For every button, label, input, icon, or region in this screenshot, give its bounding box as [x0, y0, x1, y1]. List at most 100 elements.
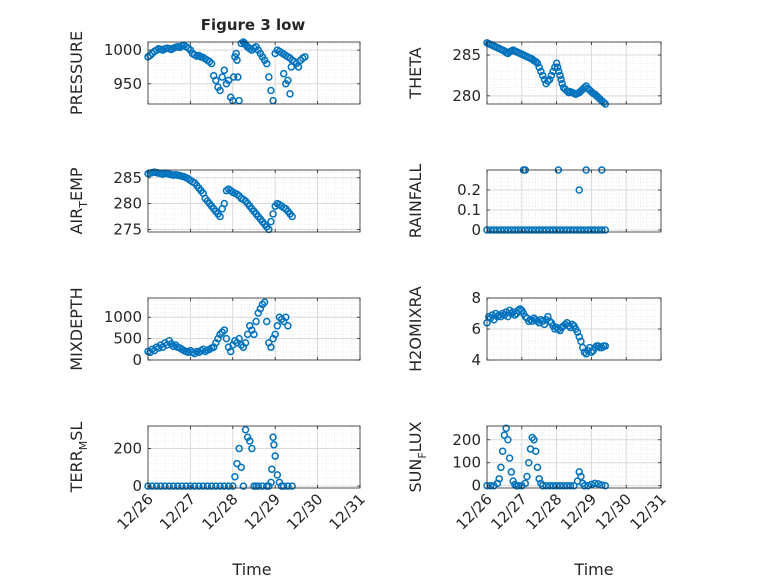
data-point	[591, 479, 599, 488]
data-point	[584, 226, 592, 234]
data-point	[241, 426, 250, 434]
x-tick-label: 12/26	[453, 490, 496, 533]
x-tick-label: 12/28	[198, 490, 241, 533]
data-point	[216, 482, 224, 490]
data-point	[156, 482, 165, 490]
data-point	[554, 325, 563, 333]
data-point	[239, 482, 248, 490]
data-point	[500, 431, 509, 439]
data-point	[178, 482, 186, 490]
data-point	[531, 226, 540, 234]
data-point	[495, 311, 503, 319]
data-point	[514, 481, 523, 490]
data-point	[267, 86, 275, 95]
data-point	[594, 480, 603, 488]
data-point	[545, 75, 554, 84]
data-point	[568, 320, 577, 329]
data-point	[580, 226, 589, 234]
data-point	[267, 478, 275, 487]
data-point	[545, 481, 554, 490]
data-point	[531, 447, 540, 456]
data-point	[233, 459, 241, 468]
data-point	[493, 226, 502, 234]
data-point	[557, 75, 565, 84]
data-point	[556, 481, 564, 490]
data-point	[265, 73, 273, 81]
data-point	[216, 86, 224, 95]
data-point	[260, 298, 269, 307]
data-point	[535, 226, 543, 234]
data-point	[587, 226, 596, 234]
y-tick-label: 285	[452, 46, 481, 64]
data-point	[545, 226, 554, 234]
data-point	[552, 226, 561, 234]
subplot-pressure: 950 1000 PRESSURE	[67, 31, 361, 115]
data-point	[224, 76, 233, 85]
plot-area	[487, 170, 661, 232]
data-point	[250, 330, 258, 339]
subplot-rainfall: 0 0.1 0.2 RAINFALL	[406, 164, 662, 239]
data-point	[575, 186, 583, 194]
data-point	[538, 71, 547, 80]
y-axis-label: PRESSURE	[67, 31, 86, 115]
data-point	[507, 226, 516, 234]
data-point	[577, 472, 585, 481]
data-point	[271, 330, 279, 339]
data-point	[533, 59, 542, 67]
data-point	[173, 482, 182, 490]
data-point	[556, 71, 564, 80]
data-point	[580, 348, 589, 356]
data-point	[246, 437, 254, 445]
data-point	[533, 317, 542, 325]
data-point	[542, 226, 550, 234]
data-point	[601, 226, 610, 234]
data-point	[538, 481, 547, 490]
data-point	[511, 226, 519, 234]
data-point	[493, 479, 502, 488]
data-point	[547, 71, 556, 80]
data-point	[248, 444, 256, 453]
data-point	[549, 226, 557, 234]
data-point	[505, 454, 514, 462]
data-point	[507, 468, 516, 476]
data-point	[288, 482, 296, 490]
data-point	[507, 309, 516, 318]
data-point	[563, 226, 571, 234]
data-point	[528, 226, 536, 234]
data-point	[551, 63, 559, 72]
x-tick-label: 12/26	[114, 490, 157, 533]
axes-box	[147, 169, 361, 233]
x-tick-label: 12/29	[241, 490, 284, 533]
data-point	[577, 226, 585, 234]
data-point	[218, 73, 226, 81]
data-point	[235, 334, 243, 343]
data-point	[232, 49, 240, 58]
data-point	[235, 444, 243, 453]
data-point	[559, 481, 568, 490]
y-axis-label: AIRTEMP	[67, 167, 90, 234]
data-point	[284, 76, 292, 85]
data-point	[566, 226, 575, 234]
data-point	[580, 481, 589, 490]
data-point	[237, 463, 246, 472]
data-point	[284, 322, 292, 330]
data-point	[212, 76, 220, 85]
data-point	[561, 320, 570, 329]
data-point	[533, 463, 542, 472]
data-point	[258, 300, 267, 309]
y-tick-label: 6	[471, 320, 481, 338]
data-point	[271, 452, 279, 460]
data-point	[186, 482, 195, 490]
data-point	[190, 482, 199, 490]
data-point	[504, 226, 512, 234]
y-tick-label: 8	[471, 289, 481, 307]
axes-box	[147, 425, 361, 489]
x-tick-label: 12/31	[326, 490, 369, 533]
data-point	[521, 479, 530, 488]
data-point	[573, 226, 582, 234]
data-point	[565, 322, 573, 330]
data-point	[523, 472, 531, 481]
data-point	[484, 312, 493, 321]
y-tick-label: 100	[452, 454, 481, 472]
axes-box	[486, 425, 662, 489]
